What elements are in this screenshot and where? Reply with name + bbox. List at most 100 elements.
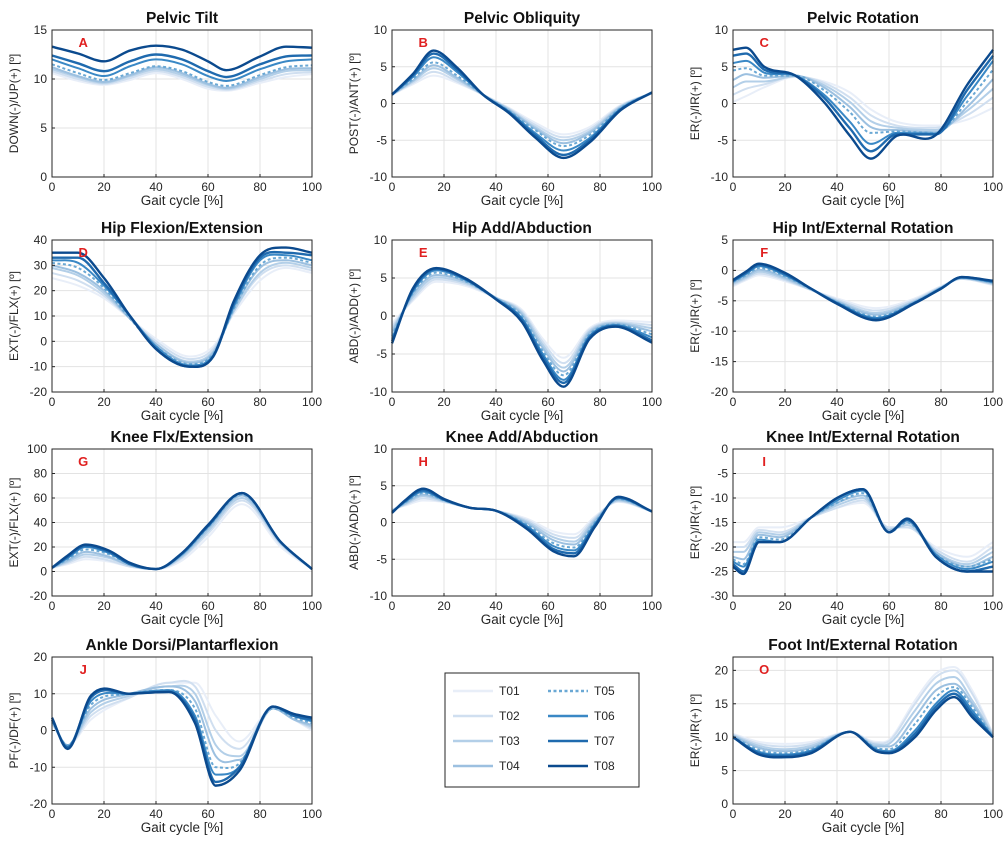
- x-tick-label: 80: [934, 807, 948, 821]
- panel-title: Knee Flx/Extension: [111, 429, 254, 446]
- axes-frame: [732, 656, 994, 805]
- x-tick-label: 80: [253, 599, 267, 613]
- x-tick-label: 20: [97, 180, 111, 194]
- x-tick-label: 40: [830, 807, 844, 821]
- legend-label-t03: T03: [499, 734, 520, 748]
- x-tick-label: 20: [437, 599, 451, 613]
- x-tick-label: 40: [149, 395, 163, 409]
- x-tick-label: 100: [302, 180, 322, 194]
- y-tick-label: -5: [717, 294, 728, 308]
- legend-label-t05: T05: [594, 684, 615, 698]
- x-tick-label: 40: [830, 599, 844, 613]
- x-axis-label: Gait cycle [%]: [481, 612, 564, 627]
- y-tick-label: -20: [711, 540, 729, 554]
- y-axis-label: ABD(-)/ADD(+) [º]: [347, 269, 361, 364]
- x-tick-label: 40: [830, 395, 844, 409]
- legend-label-t07: T07: [594, 734, 615, 748]
- x-tick-label: 60: [882, 395, 896, 409]
- x-tick-label: 0: [730, 807, 737, 821]
- y-tick-label: 5: [40, 121, 47, 135]
- y-axis-label: ABD(-)/ADD(+) [º]: [347, 475, 361, 570]
- y-tick-label: -20: [711, 385, 729, 399]
- panel-i: 0 20 40 60 80 100 -30 -25 -20 -15 -10 -5 0 Knee Int/E…: [688, 429, 1003, 627]
- y-tick-label: -5: [376, 133, 387, 147]
- y-tick-label: 5: [380, 60, 387, 74]
- y-tick-label: -10: [370, 385, 388, 399]
- x-tick-label: 60: [201, 395, 215, 409]
- y-tick-label: 10: [34, 687, 48, 701]
- y-tick-label: 0: [40, 565, 47, 579]
- x-tick-label: 40: [489, 180, 503, 194]
- series-line-t04: [51, 685, 313, 764]
- x-tick-label: 20: [778, 807, 792, 821]
- x-tick-label: 40: [149, 807, 163, 821]
- panel-title: Pelvic Obliquity: [464, 10, 581, 27]
- y-tick-label: 20: [715, 663, 729, 677]
- y-axis-label: POST(-)/ANT(+) [º]: [347, 53, 361, 154]
- series-line-t05: [391, 271, 653, 377]
- y-tick-label: 10: [715, 23, 729, 37]
- panel-title: Pelvic Rotation: [807, 10, 919, 27]
- x-tick-label: 60: [541, 395, 555, 409]
- panel-letter: F: [760, 245, 768, 260]
- y-axis-label: ER(-)/IR(+) [º]: [688, 67, 702, 140]
- series-line-t02: [732, 669, 994, 748]
- series-line-t01: [732, 666, 994, 745]
- y-tick-label: 100: [27, 442, 47, 456]
- series-line-t08: [732, 262, 994, 322]
- series-line-t08: [51, 246, 313, 368]
- y-tick-label: 0: [40, 724, 47, 738]
- series-line-t04: [51, 66, 313, 89]
- y-tick-label: 10: [374, 442, 388, 456]
- x-tick-label: 100: [983, 807, 1003, 821]
- y-tick-label: 5: [721, 60, 728, 74]
- y-tick-label: 0: [721, 442, 728, 456]
- series-line-t08: [390, 266, 653, 388]
- x-tick-label: 20: [437, 180, 451, 194]
- panel-title: Knee Add/Abduction: [446, 429, 599, 446]
- y-tick-label: 30: [34, 258, 48, 272]
- series-line-t02: [391, 278, 653, 365]
- series-line-t08: [391, 49, 653, 160]
- y-tick-label: 0: [380, 97, 387, 111]
- x-tick-label: 100: [983, 395, 1003, 409]
- y-tick-label: 10: [374, 23, 388, 37]
- panel-letter: O: [759, 662, 769, 677]
- x-tick-label: 0: [49, 599, 56, 613]
- x-tick-label: 100: [983, 599, 1003, 613]
- panel-j: 0 20 40 60 80 100 -20 -10 0 10 20 Ankle Dorsi/Plant…: [7, 637, 322, 835]
- x-tick-label: 60: [201, 180, 215, 194]
- x-tick-label: 60: [882, 180, 896, 194]
- series-line-t05: [51, 63, 313, 87]
- y-axis-label: DOWN(-)/UP(+) [º]: [7, 54, 21, 153]
- series-line-t08: [391, 487, 653, 558]
- y-tick-label: 0: [721, 263, 728, 277]
- y-tick-label: -15: [711, 355, 729, 369]
- y-tick-label: 10: [34, 309, 48, 323]
- series-line-t05: [51, 256, 313, 366]
- x-axis-label: Gait cycle [%]: [141, 408, 224, 423]
- y-tick-label: -20: [30, 385, 48, 399]
- y-tick-label: 0: [40, 334, 47, 348]
- y-tick-label: 5: [721, 764, 728, 778]
- y-tick-label: 40: [34, 516, 48, 530]
- x-tick-label: 100: [302, 599, 322, 613]
- panel-title: Hip Add/Abduction: [452, 220, 592, 237]
- y-tick-label: -10: [30, 760, 48, 774]
- series-line-t02: [51, 70, 313, 91]
- panel-a: 0 20 40 60 80 100 0 5 10 15 Pelvic Tilt A Gait cycle…: [7, 10, 322, 208]
- y-tick-label: 40: [34, 233, 48, 247]
- panel-letter: E: [419, 245, 428, 260]
- x-tick-label: 40: [489, 599, 503, 613]
- panel-letter: G: [78, 454, 88, 469]
- series-line-t06: [732, 489, 994, 571]
- x-tick-label: 20: [778, 395, 792, 409]
- panel-letter: I: [762, 454, 766, 469]
- y-tick-label: -5: [376, 552, 387, 566]
- series-line-t02: [733, 499, 994, 563]
- x-tick-label: 0: [49, 395, 56, 409]
- x-tick-label: 20: [778, 180, 792, 194]
- x-tick-label: 60: [201, 599, 215, 613]
- x-axis-label: Gait cycle [%]: [141, 612, 224, 627]
